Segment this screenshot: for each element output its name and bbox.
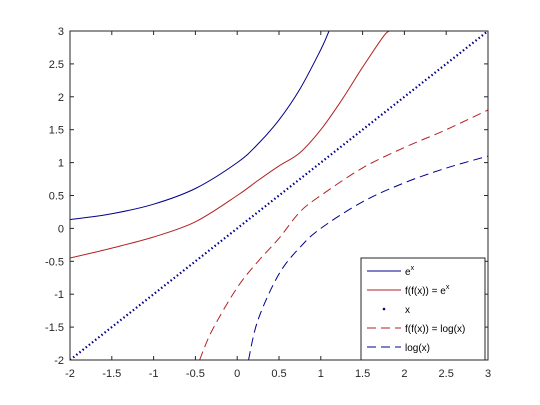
legend-label-base: f(f(x)) = e	[405, 286, 446, 297]
y-tick-label: 2	[58, 92, 64, 104]
y-tick-label: 0	[58, 223, 64, 235]
legend-label: x	[405, 305, 410, 316]
x-tick-label: -1.5	[102, 368, 121, 380]
ticks-layer: -2 -1.5 -1 -0.5 0 0.5 1 1.5 2 2.5 3 -2 -1.5 -1 -0.5 0 0.…	[45, 26, 491, 380]
x-tick-label: 0.5	[271, 368, 286, 380]
series-line-3	[70, 31, 488, 360]
series-line-4	[199, 109, 488, 360]
x-tick-label: 1	[318, 368, 324, 380]
legend-label: f(f(x)) = log(x)	[405, 324, 465, 335]
legend-label: f(f(x)) = ex	[405, 284, 450, 297]
x-tick-label: -1	[149, 368, 159, 380]
x-tick-label: 1.5	[355, 368, 370, 380]
x-tick-label: 0	[234, 368, 240, 380]
y-tick-label: 0.5	[49, 191, 64, 203]
legend-label-sup: x	[411, 265, 415, 272]
series-line-2	[70, 31, 390, 259]
y-tick-label: -0.5	[45, 256, 64, 268]
y-tick-label: -2	[54, 355, 64, 367]
series-layer	[70, 31, 488, 360]
x-tick-label: -0.5	[186, 368, 205, 380]
y-tick-label: -1	[54, 289, 64, 301]
y-tick-label: 2.5	[49, 59, 64, 71]
series-line-5	[248, 155, 488, 360]
legend-label-base: e	[405, 267, 411, 278]
x-tick-label: 2.5	[439, 368, 454, 380]
legend-label-sup: x	[446, 284, 450, 291]
legend-label: log(x)	[405, 343, 430, 354]
y-tick-label: 1	[58, 158, 64, 170]
legend-swatch	[382, 307, 386, 311]
x-tick-label: 2	[401, 368, 407, 380]
x-tick-label: -2	[65, 368, 75, 380]
legend-label: ex	[405, 265, 415, 278]
y-tick-label: -1.5	[45, 322, 64, 334]
series-line-1	[70, 31, 330, 220]
legend-box	[360, 257, 486, 361]
y-tick-label: 3	[58, 26, 64, 38]
x-tick-label: 3	[485, 368, 491, 380]
y-tick-label: 1.5	[49, 125, 64, 137]
